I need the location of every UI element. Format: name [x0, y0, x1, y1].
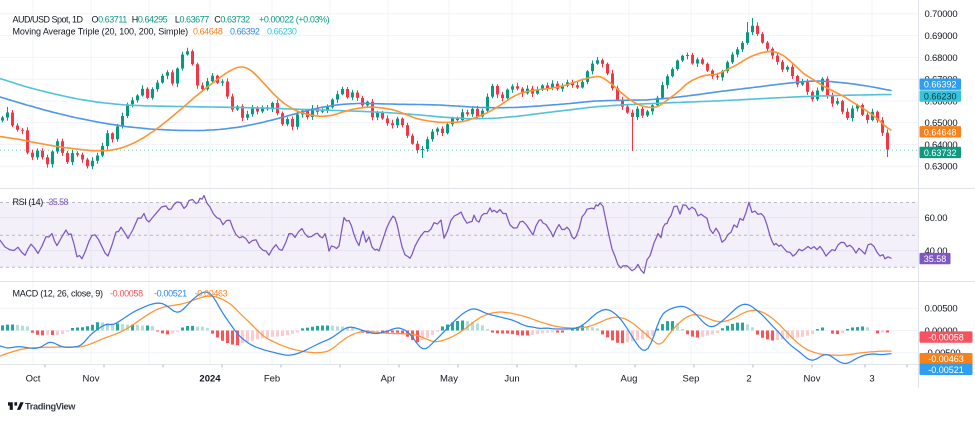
svg-text:-0.00463: -0.00463 [928, 354, 964, 364]
svg-text:-35.58: -35.58 [46, 197, 69, 207]
svg-text:60.00: 60.00 [925, 213, 948, 224]
svg-text:0.64000: 0.64000 [925, 140, 958, 151]
svg-text:O0.63711: O0.63711 [92, 15, 128, 25]
svg-text:May: May [440, 374, 458, 385]
svg-text:0.66230: 0.66230 [267, 27, 297, 37]
svg-text:Aug: Aug [621, 374, 638, 385]
svg-text:2024: 2024 [199, 374, 221, 385]
svg-text:0.70000: 0.70000 [925, 9, 958, 20]
svg-text:MACD (12, 26, close, 9): MACD (12, 26, close, 9) [13, 288, 104, 298]
svg-text:0.66000: 0.66000 [925, 96, 958, 107]
svg-text:+0.00022 (+0.03%): +0.00022 (+0.03%) [259, 15, 330, 25]
svg-text:C0.63732: C0.63732 [214, 15, 250, 25]
svg-text:40.00: 40.00 [925, 246, 948, 257]
svg-text:0.00500: 0.00500 [925, 304, 958, 315]
svg-text:0.68000: 0.68000 [925, 53, 958, 64]
svg-text:-0.00521: -0.00521 [154, 288, 187, 298]
svg-text:L0.63677: L0.63677 [175, 15, 209, 25]
svg-text:0.64648: 0.64648 [924, 127, 957, 137]
svg-text:-0.00058: -0.00058 [110, 288, 143, 298]
svg-text:AUD/USD Spot, 1D: AUD/USD Spot, 1D [13, 15, 84, 25]
svg-text:0.66392: 0.66392 [230, 27, 260, 37]
svg-text:Nov: Nov [804, 374, 821, 385]
svg-text:0.66230: 0.66230 [924, 92, 957, 102]
svg-text:0.69000: 0.69000 [925, 31, 958, 42]
svg-text:0.66392: 0.66392 [924, 80, 957, 90]
svg-text:H0.64295: H0.64295 [132, 15, 168, 25]
svg-text:Feb: Feb [264, 374, 280, 385]
svg-text:-0.00521: -0.00521 [928, 365, 964, 375]
svg-text:0.63732: 0.63732 [924, 148, 957, 158]
svg-text:35.58: 35.58 [924, 254, 947, 264]
svg-text:Jun: Jun [504, 374, 519, 385]
svg-text:-0.00463: -0.00463 [195, 288, 228, 298]
svg-text:3: 3 [869, 374, 874, 385]
svg-text:-0.00058: -0.00058 [928, 333, 964, 343]
svg-text:Apr: Apr [381, 374, 396, 385]
svg-text:TradingView: TradingView [25, 401, 76, 411]
svg-text:Nov: Nov [83, 374, 100, 385]
svg-text:Oct: Oct [26, 374, 41, 385]
svg-text:2: 2 [746, 374, 751, 385]
svg-text:0.64648: 0.64648 [193, 27, 223, 37]
svg-text:RSI (14): RSI (14) [13, 197, 44, 207]
svg-text:0.63000: 0.63000 [925, 162, 958, 173]
svg-text:0.65000: 0.65000 [925, 118, 958, 129]
svg-text:Sep: Sep [683, 374, 700, 385]
svg-text:Moving Average Triple (20, 100: Moving Average Triple (20, 100, 200, Sim… [13, 27, 189, 37]
